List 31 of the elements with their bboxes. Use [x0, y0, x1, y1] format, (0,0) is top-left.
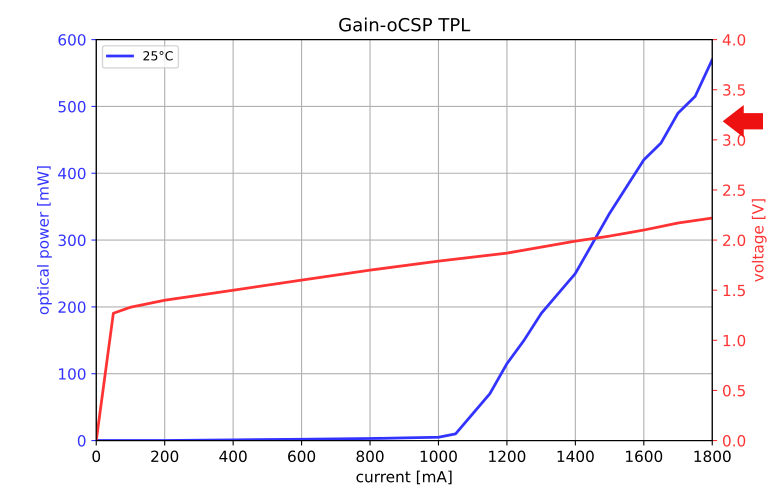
y2-tick-label: 1.0 — [724, 334, 746, 346]
y-tick-label: 200 — [58, 301, 86, 313]
y-tick-label: 400 — [58, 168, 86, 180]
x-tick-label: 0 — [92, 450, 100, 462]
x-tick-label: 1400 — [558, 450, 594, 462]
chart-title: Gain-oCSP TPL — [339, 18, 470, 32]
x-tick-label: 1000 — [420, 450, 457, 462]
x-tick-label: 600 — [288, 450, 316, 462]
legend-label: 25°C — [143, 51, 173, 61]
y2-tick-label: 0.0 — [722, 435, 746, 447]
y2-tick-label: 3.0 — [723, 134, 746, 146]
y2-tick-label: 4.0 — [722, 34, 746, 46]
y2-tick-label: 0.5 — [722, 384, 745, 396]
x-tick-label: 1800 — [694, 450, 731, 462]
x-tick-label: 400 — [219, 450, 247, 462]
y2-tick-label: 1.5 — [724, 284, 745, 296]
y-tick-label: 0 — [78, 435, 86, 447]
y2-tick-label: 3.5 — [723, 84, 745, 96]
y-tick-label: 300 — [58, 234, 86, 246]
y2-tick-label: 2.0 — [723, 234, 746, 246]
y2-tick-label: 2.5 — [723, 184, 745, 196]
x-tick-label: 200 — [151, 450, 178, 462]
x-tick-label: 800 — [356, 450, 384, 462]
x-tick-label: 1200 — [489, 450, 526, 462]
y-axis-title: optical power [mW] — [37, 166, 52, 314]
y-tick-label: 500 — [58, 100, 86, 112]
x-tick-label: 1600 — [626, 450, 662, 462]
y-tick-label: 600 — [58, 34, 86, 46]
x-axis-title: current [mA] — [356, 470, 452, 484]
y2-axis-title: voltage [V] — [752, 199, 767, 282]
y-tick-label: 100 — [59, 368, 86, 380]
